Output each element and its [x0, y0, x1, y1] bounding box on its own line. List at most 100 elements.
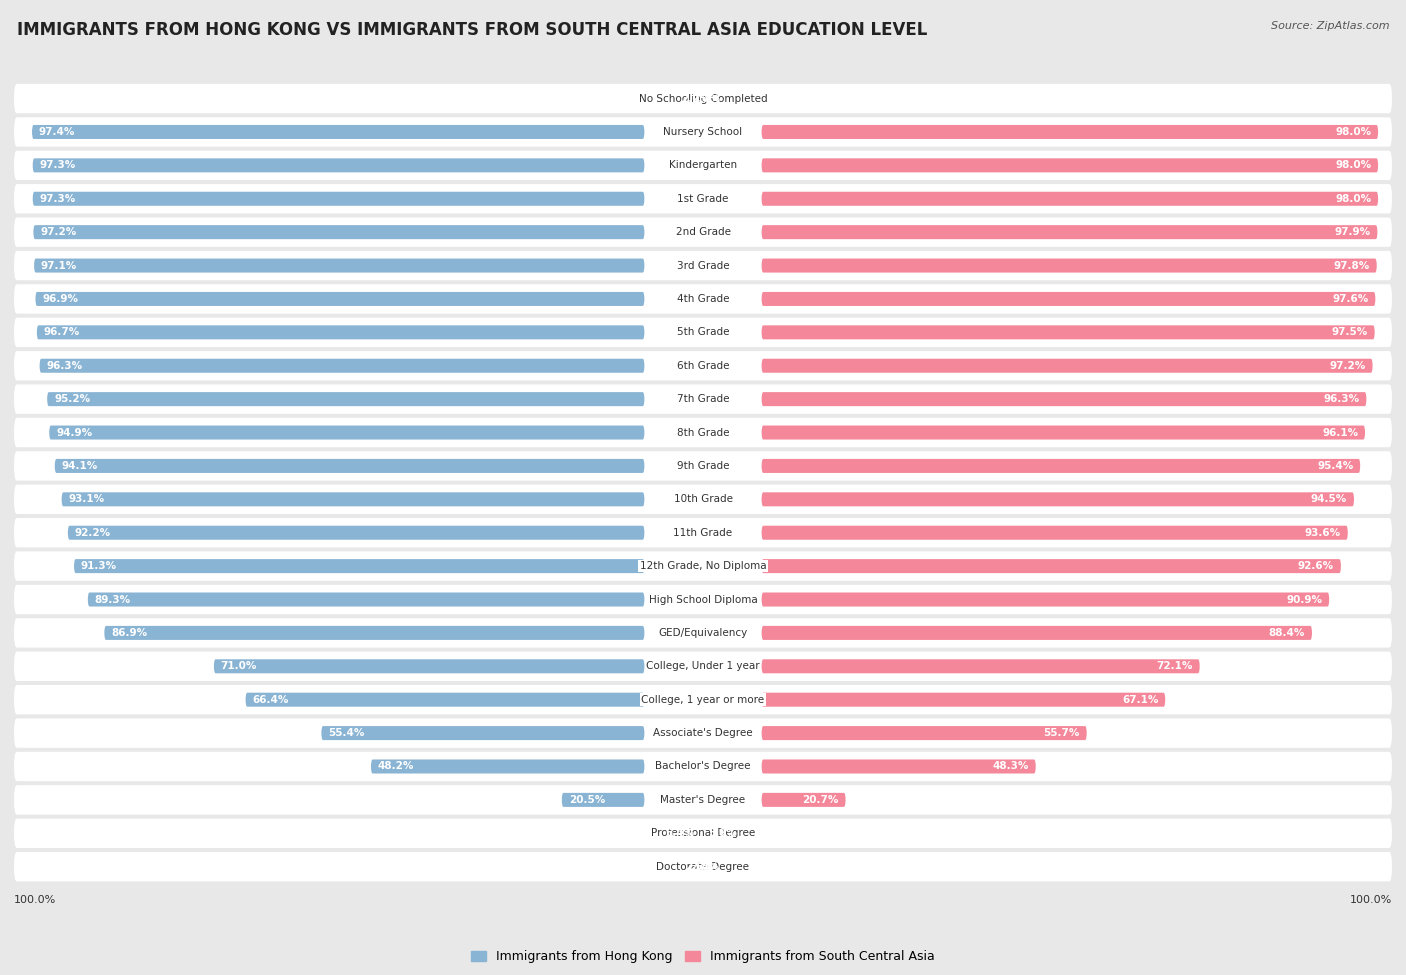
Text: 2.6%: 2.6%: [685, 862, 714, 872]
FancyBboxPatch shape: [34, 258, 644, 273]
FancyBboxPatch shape: [14, 752, 1392, 781]
Text: 97.3%: 97.3%: [39, 160, 76, 171]
Text: 55.4%: 55.4%: [328, 728, 364, 738]
FancyBboxPatch shape: [762, 659, 1199, 674]
Text: 20.7%: 20.7%: [803, 795, 839, 805]
Text: Kindergarten: Kindergarten: [669, 160, 737, 171]
Text: Doctorate Degree: Doctorate Degree: [657, 862, 749, 872]
FancyBboxPatch shape: [762, 192, 1378, 206]
FancyBboxPatch shape: [87, 593, 644, 606]
FancyBboxPatch shape: [562, 793, 644, 807]
Text: Professional Degree: Professional Degree: [651, 829, 755, 838]
Text: 92.2%: 92.2%: [75, 527, 111, 538]
FancyBboxPatch shape: [762, 492, 1354, 506]
FancyBboxPatch shape: [37, 326, 644, 339]
Text: 94.1%: 94.1%: [62, 461, 98, 471]
Text: IMMIGRANTS FROM HONG KONG VS IMMIGRANTS FROM SOUTH CENTRAL ASIA EDUCATION LEVEL: IMMIGRANTS FROM HONG KONG VS IMMIGRANTS …: [17, 21, 927, 39]
FancyBboxPatch shape: [762, 593, 1329, 606]
FancyBboxPatch shape: [14, 719, 1392, 748]
FancyBboxPatch shape: [14, 451, 1392, 481]
FancyBboxPatch shape: [14, 819, 1392, 848]
FancyBboxPatch shape: [14, 552, 1392, 581]
Text: 97.3%: 97.3%: [39, 194, 76, 204]
Text: 95.4%: 95.4%: [1317, 461, 1354, 471]
FancyBboxPatch shape: [14, 151, 1392, 180]
Text: 100.0%: 100.0%: [14, 895, 56, 905]
Text: 95.2%: 95.2%: [53, 394, 90, 404]
Text: 97.1%: 97.1%: [41, 260, 77, 270]
FancyBboxPatch shape: [14, 351, 1392, 380]
FancyBboxPatch shape: [762, 692, 1166, 707]
Text: 96.3%: 96.3%: [46, 361, 83, 370]
FancyBboxPatch shape: [67, 526, 644, 540]
Text: 97.4%: 97.4%: [39, 127, 76, 136]
FancyBboxPatch shape: [62, 492, 644, 506]
Text: 67.1%: 67.1%: [1122, 695, 1159, 705]
FancyBboxPatch shape: [14, 618, 1392, 647]
Text: 97.6%: 97.6%: [1333, 293, 1368, 304]
Text: 6th Grade: 6th Grade: [676, 361, 730, 370]
Text: 11th Grade: 11th Grade: [673, 527, 733, 538]
Text: No Schooling Completed: No Schooling Completed: [638, 94, 768, 103]
Text: 93.1%: 93.1%: [69, 494, 104, 504]
FancyBboxPatch shape: [762, 158, 1378, 173]
FancyBboxPatch shape: [14, 518, 1392, 547]
Text: 3rd Grade: 3rd Grade: [676, 260, 730, 270]
FancyBboxPatch shape: [14, 318, 1392, 347]
FancyBboxPatch shape: [14, 485, 1392, 514]
Text: 91.3%: 91.3%: [82, 562, 117, 571]
Text: 55.7%: 55.7%: [1043, 728, 1080, 738]
FancyBboxPatch shape: [322, 726, 644, 740]
FancyBboxPatch shape: [35, 292, 644, 306]
FancyBboxPatch shape: [371, 760, 644, 773]
FancyBboxPatch shape: [762, 793, 845, 807]
FancyBboxPatch shape: [14, 852, 1392, 881]
Text: 96.1%: 96.1%: [1322, 427, 1358, 438]
Text: 1st Grade: 1st Grade: [678, 194, 728, 204]
FancyBboxPatch shape: [14, 217, 1392, 247]
FancyBboxPatch shape: [55, 459, 644, 473]
Text: 72.1%: 72.1%: [1157, 661, 1192, 672]
Text: 5.9%: 5.9%: [707, 829, 737, 838]
FancyBboxPatch shape: [762, 392, 1367, 407]
FancyBboxPatch shape: [32, 158, 644, 173]
Text: 2.7%: 2.7%: [692, 94, 720, 103]
Text: High School Diploma: High School Diploma: [648, 595, 758, 604]
FancyBboxPatch shape: [762, 760, 1036, 773]
Text: 88.4%: 88.4%: [1268, 628, 1305, 638]
FancyBboxPatch shape: [762, 726, 1087, 740]
Text: Source: ZipAtlas.com: Source: ZipAtlas.com: [1271, 21, 1389, 31]
Text: 98.0%: 98.0%: [1336, 127, 1371, 136]
Text: 100.0%: 100.0%: [1350, 895, 1392, 905]
FancyBboxPatch shape: [14, 251, 1392, 280]
Text: GED/Equivalency: GED/Equivalency: [658, 628, 748, 638]
FancyBboxPatch shape: [762, 526, 1348, 540]
Text: 12th Grade, No Diploma: 12th Grade, No Diploma: [640, 562, 766, 571]
FancyBboxPatch shape: [762, 559, 1341, 573]
Text: 48.3%: 48.3%: [993, 761, 1029, 771]
FancyBboxPatch shape: [762, 258, 1376, 273]
Text: 97.2%: 97.2%: [41, 227, 76, 237]
FancyBboxPatch shape: [14, 184, 1392, 214]
FancyBboxPatch shape: [32, 125, 644, 139]
Text: 90.9%: 90.9%: [1286, 595, 1323, 604]
FancyBboxPatch shape: [39, 359, 644, 372]
Text: 97.5%: 97.5%: [1331, 328, 1368, 337]
Text: 20.5%: 20.5%: [568, 795, 605, 805]
FancyBboxPatch shape: [14, 785, 1392, 814]
FancyBboxPatch shape: [762, 459, 1360, 473]
Text: 66.4%: 66.4%: [253, 695, 288, 705]
Text: 10th Grade: 10th Grade: [673, 494, 733, 504]
Text: 97.9%: 97.9%: [1334, 227, 1371, 237]
Text: 9th Grade: 9th Grade: [676, 461, 730, 471]
Text: 2.0%: 2.0%: [681, 94, 710, 103]
FancyBboxPatch shape: [48, 392, 644, 407]
FancyBboxPatch shape: [762, 425, 1365, 440]
Text: 89.3%: 89.3%: [94, 595, 131, 604]
Text: 96.7%: 96.7%: [44, 328, 80, 337]
Text: Associate's Degree: Associate's Degree: [654, 728, 752, 738]
Text: College, 1 year or more: College, 1 year or more: [641, 695, 765, 705]
FancyBboxPatch shape: [762, 125, 1378, 139]
FancyBboxPatch shape: [104, 626, 644, 640]
FancyBboxPatch shape: [762, 326, 1375, 339]
